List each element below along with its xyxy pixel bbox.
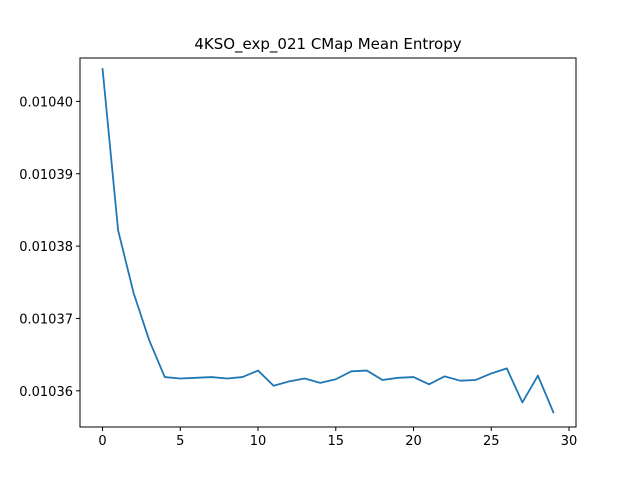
y-axis: 0.01036 0.01037 0.01038 0.01039 0.01040 bbox=[19, 95, 80, 400]
x-tick-label: 0 bbox=[98, 434, 106, 449]
y-tick-label: 0.01036 bbox=[19, 385, 73, 400]
chart-title: 4KSO_exp_021 CMap Mean Entropy bbox=[194, 35, 461, 54]
x-axis: 0 5 10 15 20 25 30 bbox=[98, 427, 577, 449]
x-tick-label: 5 bbox=[176, 434, 184, 449]
x-tick-label: 20 bbox=[405, 434, 422, 449]
plot-area bbox=[101, 67, 555, 414]
axes-frame bbox=[79, 57, 577, 428]
x-tick-label: 10 bbox=[250, 434, 267, 449]
y-tick-label: 0.01040 bbox=[19, 95, 73, 110]
y-tick-label: 0.01037 bbox=[19, 312, 73, 327]
series-line bbox=[101, 67, 555, 414]
y-tick-label: 0.01038 bbox=[19, 240, 73, 255]
y-tick-label: 0.01039 bbox=[19, 168, 73, 183]
x-tick-label: 15 bbox=[328, 434, 345, 449]
x-tick-label: 30 bbox=[561, 434, 578, 449]
x-tick-label: 25 bbox=[483, 434, 500, 449]
